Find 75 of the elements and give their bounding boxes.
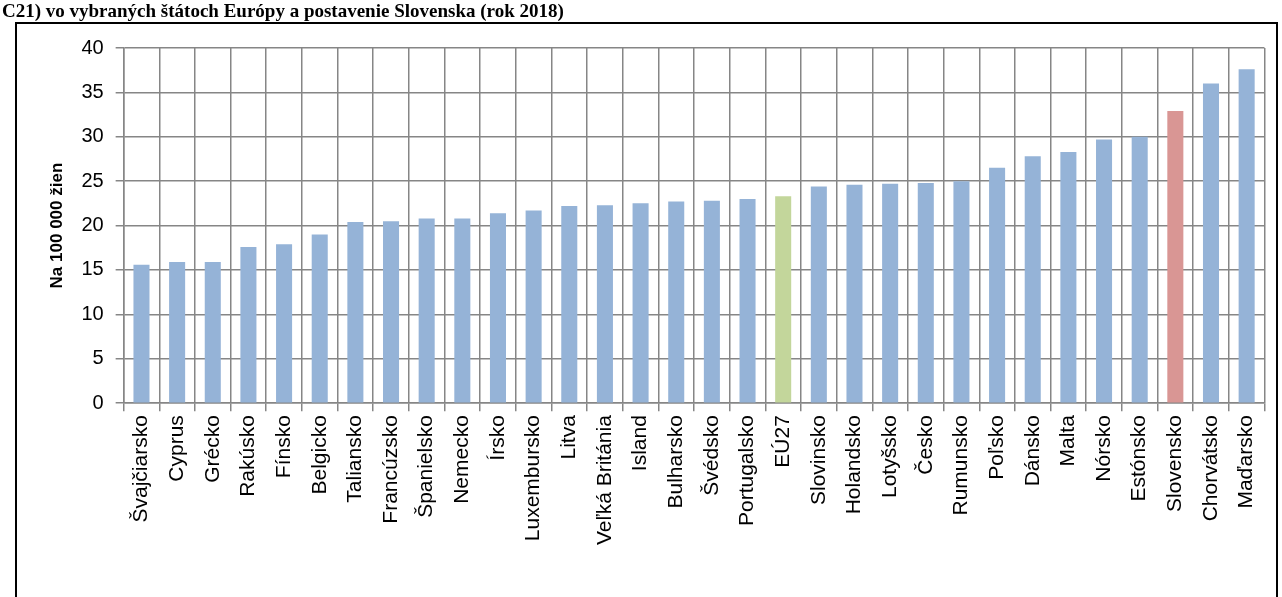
bar [525, 210, 542, 403]
x-tick-label: Švajčiarsko [128, 415, 152, 523]
x-tick-label: Luxembursko [520, 415, 544, 542]
bar [1202, 83, 1220, 403]
bar [739, 198, 756, 403]
y-tick-label: 35 [81, 79, 104, 102]
x-tick-label: Španielsko [413, 415, 437, 518]
bar [454, 218, 471, 403]
bar [347, 222, 364, 403]
y-tick-label: 30 [81, 124, 104, 147]
bar [953, 181, 970, 403]
bar [383, 221, 400, 403]
bar [418, 218, 435, 403]
bar [882, 183, 899, 403]
y-tick-label: 25 [81, 168, 104, 191]
x-tick-label: Rakúsko [235, 415, 259, 497]
x-tick-label: Francúzsko [377, 415, 401, 524]
x-tick-label: Holandsko [841, 415, 865, 515]
bar [775, 196, 792, 403]
x-tick-label: Veľká Británia [591, 414, 615, 546]
x-tick-label: Dánsko [1019, 415, 1043, 487]
y-tick-label: 10 [81, 301, 104, 324]
bar [810, 186, 827, 403]
bar [846, 184, 863, 403]
bar [668, 201, 685, 403]
x-tick-label: Litva [556, 414, 580, 460]
x-tick-label: Lotyšsko [876, 415, 900, 499]
x-tick-label: Belgicko [306, 415, 330, 495]
bar [204, 261, 221, 403]
x-tick-label: Maďarsko [1233, 415, 1257, 509]
bar [311, 234, 328, 403]
x-tick-label: Rumunsko [948, 415, 972, 516]
y-tick-label: 20 [81, 213, 104, 236]
bar [240, 246, 257, 403]
y-tick-label: 0 [92, 390, 104, 413]
bar [989, 167, 1006, 403]
bar [1024, 156, 1041, 403]
x-tick-label: Nórsko [1090, 415, 1114, 482]
y-axis-title: Na 100 000 žien [46, 162, 66, 289]
bar [1096, 139, 1113, 403]
x-tick-label: Malta [1055, 414, 1079, 467]
x-tick-label: Bulharsko [663, 415, 687, 509]
y-tick-label: 40 [81, 35, 104, 58]
x-tick-label: EÚ27 [769, 415, 793, 468]
bar [169, 261, 186, 403]
x-tick-label: Švédsko [698, 415, 722, 496]
bar [703, 200, 720, 403]
y-tick-label: 15 [81, 257, 104, 280]
x-tick-label: Slovinsko [805, 415, 829, 506]
chart-title: C21) vo vybraných štátoch Európy a postavenie Slovenska (rok 2018) [2, 0, 564, 21]
x-tick-label: Portugalsko [734, 415, 758, 527]
x-tick-label: Fínsko [270, 415, 294, 479]
x-tick-label: Taliansko [342, 415, 366, 503]
bar [1167, 111, 1184, 403]
x-tick-label: Estónsko [1126, 415, 1150, 502]
bar [133, 264, 150, 403]
bar [1060, 151, 1077, 403]
x-tick-label: Poľsko [983, 415, 1007, 480]
y-tick-label: 5 [92, 346, 104, 369]
x-tick-label: Grécko [199, 415, 223, 483]
bar [1131, 136, 1148, 403]
x-tick-label: Cyprus [163, 415, 187, 482]
bar [632, 203, 649, 403]
bar [917, 182, 934, 403]
bar [1238, 69, 1255, 403]
x-tick-label: Česko [912, 415, 936, 475]
bar [596, 205, 613, 403]
x-tick-label: Slovensko [1162, 415, 1186, 513]
x-tick-label: Island [627, 415, 651, 472]
bar [489, 213, 506, 403]
x-tick-label: Nemecko [449, 415, 473, 504]
bar [561, 206, 578, 403]
x-tick-label: Chorvátsko [1197, 415, 1221, 522]
x-tick-label: Írsko [484, 415, 508, 461]
bar [276, 244, 293, 403]
